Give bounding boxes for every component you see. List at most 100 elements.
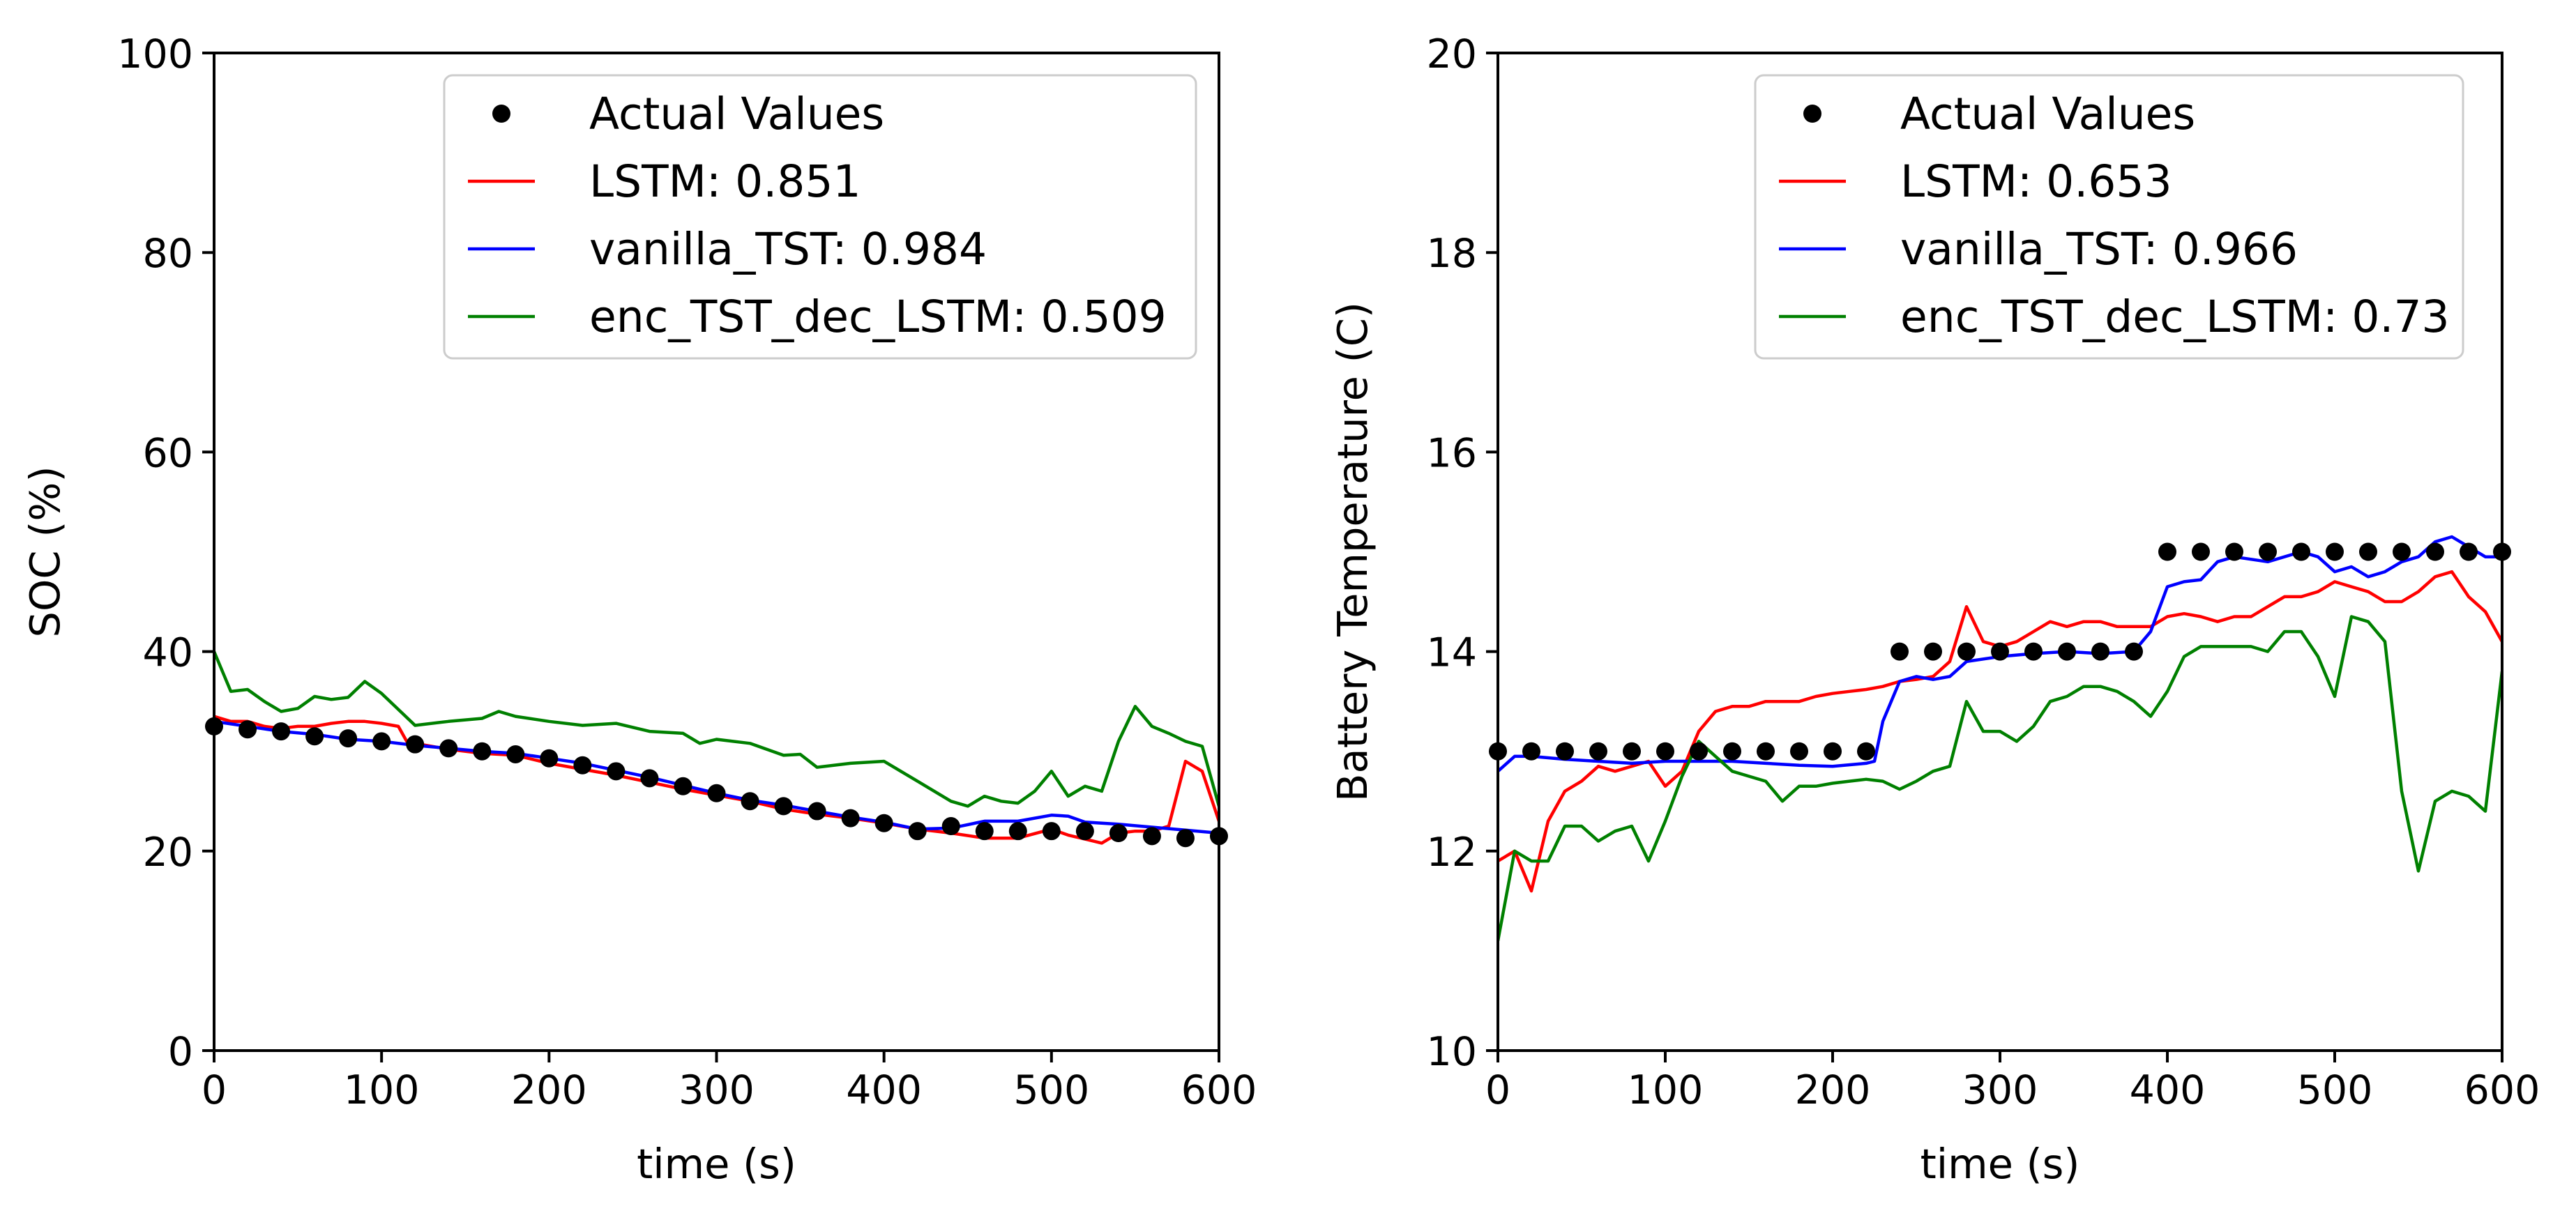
y-tick-label: 18 <box>1426 231 1477 277</box>
x-tick-label: 500 <box>2297 1067 2373 1113</box>
actual-value-point <box>2225 542 2243 561</box>
actual-value-point <box>2058 642 2076 661</box>
actual-value-point <box>2292 542 2310 561</box>
y-tick-label: 10 <box>1426 1029 1477 1075</box>
actual-values-points <box>1489 542 2511 761</box>
actual-value-point <box>1790 742 1808 761</box>
x-tick-label: 300 <box>679 1067 755 1113</box>
x-tick-label: 100 <box>344 1067 420 1113</box>
x-axis-title: time (s) <box>637 1140 796 1188</box>
actual-value-point <box>1757 742 1775 761</box>
actual-value-point <box>1556 742 1574 761</box>
legend-label: enc_TST_dec_LSTM: 0.509 <box>589 291 1167 342</box>
actual-value-point <box>2359 542 2377 561</box>
actual-value-point <box>1109 824 1128 843</box>
actual-value-point <box>1623 742 1641 761</box>
x-tick-label: 0 <box>202 1067 227 1113</box>
actual-value-point <box>1690 742 1708 761</box>
x-tick-label: 400 <box>846 1067 922 1113</box>
legend-label: Actual Values <box>589 89 884 139</box>
y-tick-label: 14 <box>1426 630 1477 676</box>
legend-marker-actual-values <box>1803 105 1821 123</box>
actual-value-point <box>1723 742 1741 761</box>
actual-value-point <box>305 727 324 746</box>
legend-label: Actual Values <box>1900 89 2195 139</box>
legend-marker-actual-values <box>492 105 510 123</box>
actual-value-point <box>841 809 860 828</box>
y-tick-label: 20 <box>142 830 193 876</box>
x-tick-label: 600 <box>2464 1067 2540 1113</box>
x-tick-label: 500 <box>1013 1067 1089 1113</box>
actual-value-point <box>1924 642 1942 661</box>
actual-value-point <box>2426 542 2444 561</box>
actual-value-point <box>1142 827 1161 846</box>
actual-value-point <box>640 769 659 788</box>
actual-value-point <box>941 817 960 836</box>
actual-value-point <box>1042 822 1061 841</box>
x-tick-label: 100 <box>1628 1067 1704 1113</box>
actual-value-point <box>808 802 826 821</box>
legend-box <box>443 74 1197 360</box>
actual-value-point <box>1656 742 1674 761</box>
actual-value-point <box>874 814 893 832</box>
actual-value-point <box>774 797 793 816</box>
legend: Actual Values LSTM: 0.653 vanilla_TST: 0.9… <box>1754 74 2464 360</box>
x-tick-label: 400 <box>2130 1067 2206 1113</box>
actual-value-point <box>2326 542 2344 561</box>
actual-value-point <box>674 777 692 795</box>
actual-value-point <box>741 792 759 811</box>
actual-value-point <box>607 762 626 781</box>
actual-value-point <box>540 749 559 768</box>
legend-box <box>1754 74 2464 360</box>
y-tick-label: 20 <box>1426 31 1477 77</box>
actual-value-point <box>473 742 492 761</box>
actual-value-point <box>439 739 458 758</box>
actual-value-point <box>2091 642 2109 661</box>
actual-value-point <box>1075 822 1094 841</box>
actual-value-point <box>372 732 391 751</box>
y-tick-label: 12 <box>1426 830 1477 876</box>
legend-label: LSTM: 0.653 <box>1900 156 2172 207</box>
actual-value-point <box>707 784 726 802</box>
actual-value-point <box>339 729 358 748</box>
y-tick-label: 60 <box>142 430 193 476</box>
x-tick-label: 0 <box>1485 1067 1510 1113</box>
actual-value-point <box>1857 742 1875 761</box>
x-axis-title: time (s) <box>1920 1140 2080 1188</box>
actual-value-point <box>238 720 257 739</box>
actual-value-point <box>506 745 525 763</box>
actual-value-point <box>1008 822 1027 841</box>
x-tick-label: 300 <box>1962 1067 2038 1113</box>
actual-value-point <box>1891 642 1909 661</box>
actual-value-point <box>908 822 927 841</box>
actual-value-point <box>1522 742 1540 761</box>
temperature-chart-panel: 0 100 200 300 400 500 600 10 12 14 16 18 20 time (s) B… <box>1328 31 2540 1188</box>
soc-chart-panel: 0 100 200 300 400 500 600 0 20 40 60 80 100 time (s) S… <box>21 31 1257 1188</box>
actual-value-point <box>975 822 994 841</box>
y-tick-label: 0 <box>168 1029 193 1075</box>
actual-value-point <box>2393 542 2411 561</box>
actual-value-point <box>2460 542 2478 561</box>
actual-value-point <box>2259 542 2277 561</box>
actual-value-point <box>573 756 592 775</box>
actual-value-point <box>2192 542 2210 561</box>
legend-label: enc_TST_dec_LSTM: 0.73 <box>1900 291 2450 342</box>
y-tick-label: 80 <box>142 231 193 277</box>
legend-label: vanilla_TST: 0.984 <box>589 224 987 275</box>
actual-value-point <box>1176 829 1195 848</box>
y-axis-title: SOC (%) <box>21 466 69 638</box>
y-tick-label: 100 <box>117 31 193 77</box>
x-tick-label: 600 <box>1181 1067 1257 1113</box>
legend-label: vanilla_TST: 0.966 <box>1900 224 2298 275</box>
x-tick-label: 200 <box>1795 1067 1871 1113</box>
legend-label: LSTM: 0.851 <box>589 156 861 207</box>
actual-value-point <box>1824 742 1842 761</box>
series-line-enc-tst-dec-lstm <box>1498 615 2502 942</box>
actual-value-point <box>1991 642 2009 661</box>
actual-values-points <box>205 717 1228 848</box>
series-line-enc-tst-dec-lstm <box>214 650 1219 808</box>
actual-value-point <box>2024 642 2043 661</box>
legend: Actual Values LSTM: 0.851 vanilla_TST: 0.9… <box>443 74 1197 360</box>
actual-value-point <box>406 735 425 754</box>
